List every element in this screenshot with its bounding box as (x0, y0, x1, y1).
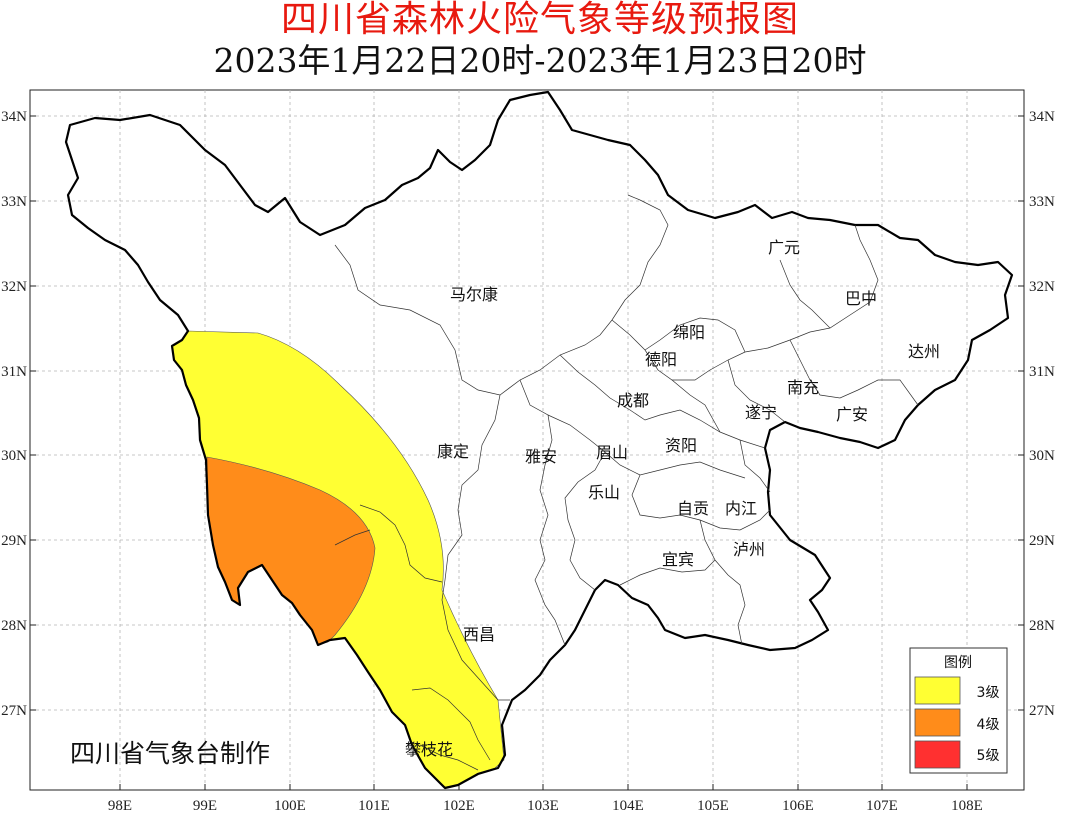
lat-label: 30N (1, 448, 27, 464)
legend-swatch-level-3 (914, 676, 961, 705)
city-label: 雅安 (525, 447, 557, 466)
city-labels: 广元 巴中 马尔康 绵阳 德阳 达州 南充 成都 遂宁 广安 康定 雅安 眉山 … (405, 238, 940, 759)
legend-label-level-3: 3级 (977, 685, 1000, 701)
city-label: 成都 (617, 391, 649, 410)
lat-label: 30N (1029, 448, 1055, 464)
city-label: 巴中 (845, 289, 877, 308)
legend-title: 图例 (944, 655, 972, 671)
city-label: 西昌 (463, 625, 495, 644)
lat-label: 28N (1029, 618, 1055, 634)
lon-label: 99E (193, 798, 217, 814)
lon-label: 108E (951, 798, 983, 814)
lon-label: 106E (782, 798, 814, 814)
lat-label: 27N (1, 703, 27, 719)
lat-label: 32N (1029, 279, 1055, 295)
prefecture-boundaries (334, 194, 919, 771)
city-label: 宜宾 (662, 550, 694, 569)
city-label: 自贡 (677, 499, 709, 518)
city-label: 广安 (836, 405, 868, 424)
city-label: 达州 (908, 342, 940, 361)
province-boundary (64, 90, 1014, 790)
lon-label: 101E (358, 798, 390, 814)
city-label: 攀枝花 (405, 740, 453, 759)
lat-label: 34N (1029, 109, 1055, 125)
legend: 图例 3级 4级 5级 (909, 647, 1008, 774)
lon-label: 103E (527, 798, 559, 814)
lon-label: 98E (108, 798, 132, 814)
lat-label: 31N (1, 364, 27, 380)
city-label: 康定 (437, 442, 469, 461)
city-label: 南充 (787, 378, 819, 397)
lon-label: 105E (697, 798, 729, 814)
lat-label: 32N (1, 279, 27, 295)
city-label: 马尔康 (450, 285, 498, 304)
lon-label: 107E (866, 798, 898, 814)
lon-label: 100E (274, 798, 306, 814)
lat-label: 29N (1029, 533, 1055, 549)
latitude-labels-right: 34N 33N 32N 31N 30N 29N 28N 27N (1029, 109, 1055, 719)
city-label: 内江 (725, 499, 757, 518)
latitude-labels-left: 34N 33N 32N 31N 30N 29N 28N 27N (1, 109, 27, 719)
lat-label: 31N (1029, 364, 1055, 380)
map-title: 四川省森林火险气象等级预报图 (280, 0, 799, 40)
map-subtitle: 2023年1月22日20时-2023年1月23日20时 (213, 41, 867, 80)
lat-label: 28N (1, 618, 27, 634)
lon-label: 102E (443, 798, 475, 814)
graticule (30, 90, 1024, 790)
city-label: 泸州 (733, 540, 765, 559)
legend-label-level-5: 5级 (977, 748, 1000, 764)
lat-label: 27N (1029, 703, 1055, 719)
lon-label: 104E (612, 798, 644, 814)
city-label: 广元 (768, 238, 800, 257)
legend-label-level-4: 4级 (977, 717, 1000, 733)
longitude-labels: 98E 99E 100E 101E 102E 103E 104E 105E 10… (108, 798, 983, 814)
city-label: 德阳 (645, 350, 677, 369)
city-label: 乐山 (588, 483, 620, 502)
legend-swatch-level-4 (914, 708, 961, 737)
lat-label: 33N (1, 194, 27, 210)
legend-swatch-level-5 (914, 740, 961, 769)
lat-label: 34N (1, 109, 27, 125)
city-label: 遂宁 (745, 403, 777, 422)
city-label: 资阳 (665, 436, 697, 455)
lat-label: 29N (1, 533, 27, 549)
credit-text: 四川省气象台制作 (70, 739, 270, 768)
city-label: 眉山 (596, 443, 628, 462)
lat-label: 33N (1029, 194, 1055, 210)
city-label: 绵阳 (673, 323, 705, 342)
map-frame (29, 89, 1025, 791)
